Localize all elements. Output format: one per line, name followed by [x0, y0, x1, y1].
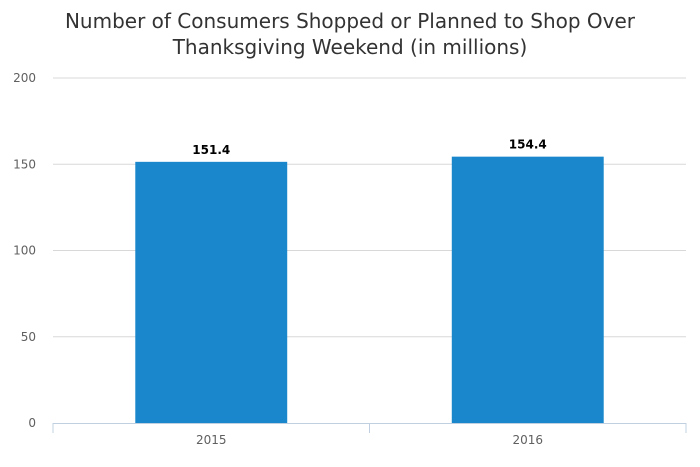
data-label-2015: 151.4 [192, 143, 230, 157]
chart-title-line-1: Number of Consumers Shopped or Planned t… [64, 9, 636, 33]
bar-2015[interactable] [135, 161, 288, 423]
bars [135, 156, 604, 423]
data-label-2016: 154.4 [509, 138, 547, 152]
data-labels: 151.4 154.4 [192, 138, 546, 157]
x-tick-label-2016: 2016 [512, 433, 543, 447]
y-tick-label: 200 [13, 71, 36, 85]
chart-title: Number of Consumers Shopped or Planned t… [0, 8, 700, 60]
x-tick-label-2015: 2015 [196, 433, 227, 447]
y-tick-label: 100 [13, 244, 36, 258]
y-tick-label: 150 [13, 157, 36, 171]
y-tick-label: 50 [21, 330, 36, 344]
y-axis-tick-labels: 0 50 100 150 200 [13, 71, 36, 430]
bar-2016[interactable] [451, 156, 604, 423]
y-tick-label: 0 [28, 416, 36, 430]
chart-title-line-2: Thanksgiving Weekend (in millions) [172, 35, 528, 59]
x-axis: 2015 2016 [52, 423, 687, 447]
